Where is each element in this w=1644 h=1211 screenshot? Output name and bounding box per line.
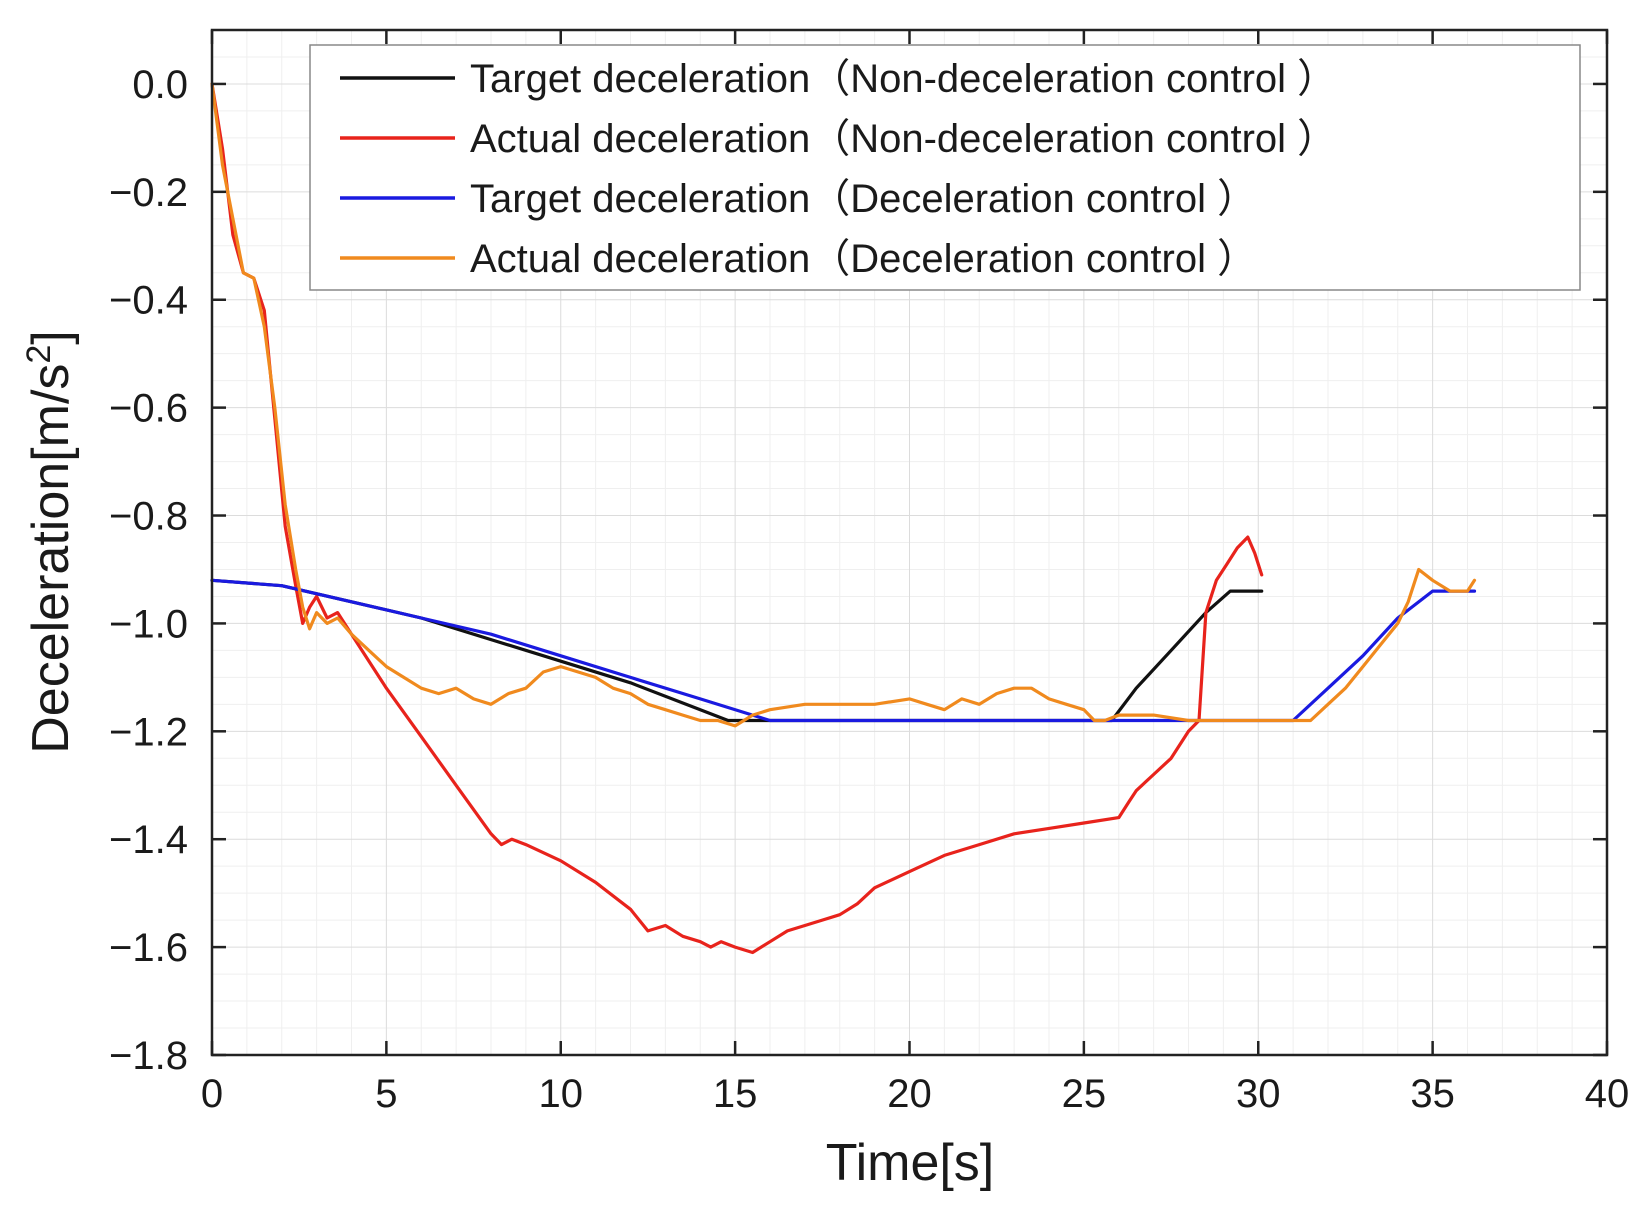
y-axis-title: Deceleration[m/s2]: [20, 330, 80, 754]
y-tick-label: −1.4: [109, 818, 188, 862]
legend-label-3: Target deceleration（Deceleration control…: [470, 177, 1257, 221]
y-tick-label: −1.0: [109, 602, 188, 646]
series-layer: [210, 82, 1477, 955]
x-tick-label: 0: [201, 1072, 223, 1116]
x-tick-label: 35: [1410, 1072, 1455, 1116]
y-axis-title-sup: 2: [20, 345, 58, 364]
x-tick-label: 40: [1585, 1072, 1630, 1116]
y-tick-label: −0.8: [109, 495, 188, 539]
y-tick-label: −0.2: [109, 171, 188, 215]
legend: Target deceleration（Non-deceleration con…: [309, 44, 1581, 291]
series-line-2: [210, 82, 1264, 955]
y-axis-title-close: ]: [22, 330, 80, 344]
legend-label-4: Actual deceleration（Deceleration control…: [470, 237, 1257, 281]
ticks: [210, 30, 1609, 1057]
x-axis-title: Time[s]: [826, 1134, 995, 1192]
y-tick-label: −1.6: [109, 926, 188, 970]
tick-labels: 0 5 10 15 20 25 30 35 40 0.0 −0.2 −0.4 −0.6 −0.8 −1.0 −…: [109, 63, 1629, 1116]
x-tick-label: 30: [1236, 1072, 1281, 1116]
series-line-3: [210, 578, 1477, 723]
y-tick-label: −1.2: [109, 710, 188, 754]
y-axis-title-base: Deceleration[m/s: [22, 364, 80, 754]
x-tick-label: 15: [713, 1072, 758, 1116]
y-tick-label: 0.0: [132, 63, 188, 107]
x-tick-label: 25: [1062, 1072, 1107, 1116]
x-tick-label: 5: [375, 1072, 397, 1116]
y-tick-label: −0.6: [109, 387, 188, 431]
x-tick-label: 20: [887, 1072, 932, 1116]
legend-label-1: Target deceleration（Non-deceleration con…: [470, 57, 1337, 101]
legend-box: [309, 44, 1581, 291]
x-tick-label: 10: [539, 1072, 584, 1116]
y-tick-label: −1.8: [109, 1034, 188, 1078]
series-line-4: [210, 82, 1477, 728]
y-tick-label: −0.4: [109, 279, 188, 323]
legend-label-2: Actual deceleration（Non-deceleration con…: [470, 117, 1337, 161]
